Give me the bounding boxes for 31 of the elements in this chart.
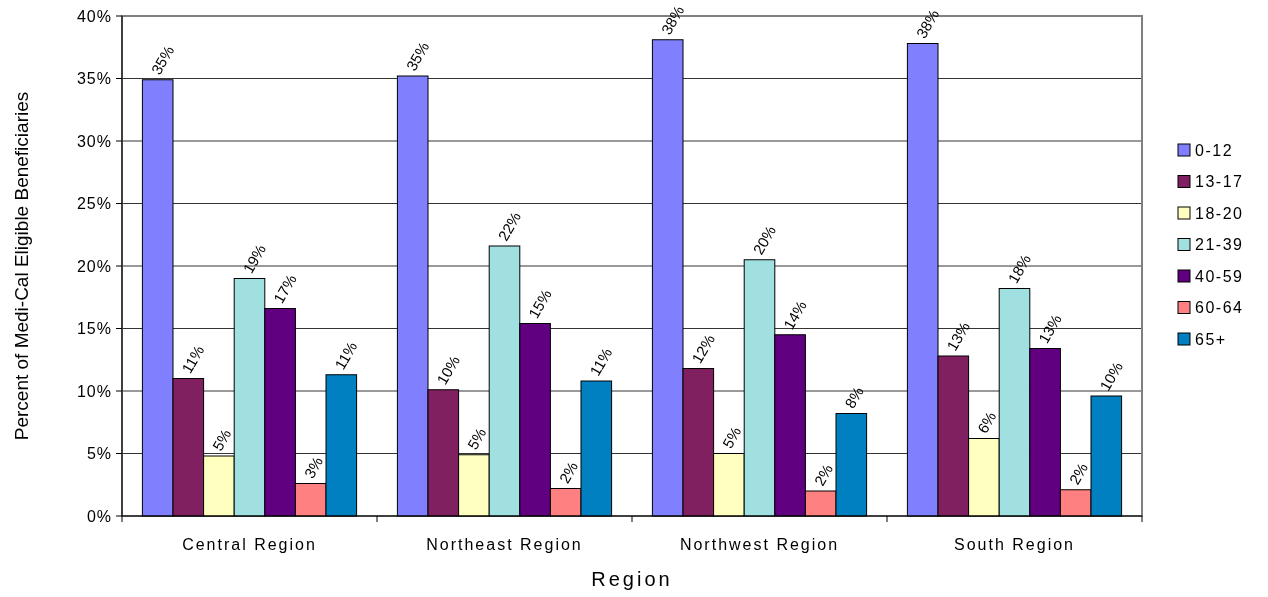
y-tick-label: 5%: [86, 445, 112, 463]
y-tick-label: 30%: [76, 132, 112, 150]
y-tick-label: 35%: [76, 70, 112, 88]
data-label: 2%: [1065, 459, 1092, 488]
legend-label: 0-12: [1195, 141, 1234, 159]
y-axis-title: Percent of Medi-Cal Eligible Beneficiaries: [11, 91, 32, 441]
data-label: 2%: [810, 461, 837, 489]
data-label: 5%: [463, 424, 490, 453]
x-tick-label: South Region: [954, 536, 1075, 553]
y-tick-label: 15%: [76, 320, 112, 338]
y-tick-label: 0%: [86, 507, 112, 525]
y-tick-label: 20%: [76, 257, 112, 275]
data-label: 5%: [718, 423, 745, 451]
legend-label: 21-39: [1195, 236, 1244, 254]
x-axis-title: Region: [591, 568, 673, 590]
data-label: 3%: [300, 453, 327, 481]
legend-label: 65+: [1195, 330, 1227, 348]
legend-label: 18-20: [1195, 204, 1244, 222]
legend-label: 40-59: [1195, 267, 1244, 285]
legend-label: 13-17: [1195, 173, 1244, 191]
y-tick-label: 40%: [76, 7, 112, 25]
y-tick-label: 25%: [76, 195, 112, 213]
x-tick-label: Central Region: [182, 536, 317, 553]
x-tick-label: Northwest Region: [679, 536, 840, 553]
data-label: 8%: [841, 383, 867, 411]
legend-label: 60-64: [1195, 299, 1244, 317]
data-label: 2%: [555, 458, 582, 486]
data-label: 5%: [208, 426, 235, 454]
y-tick-label: 10%: [76, 382, 112, 400]
data-label: 6%: [973, 408, 1000, 436]
x-tick-label: Northeast Region: [426, 536, 583, 553]
